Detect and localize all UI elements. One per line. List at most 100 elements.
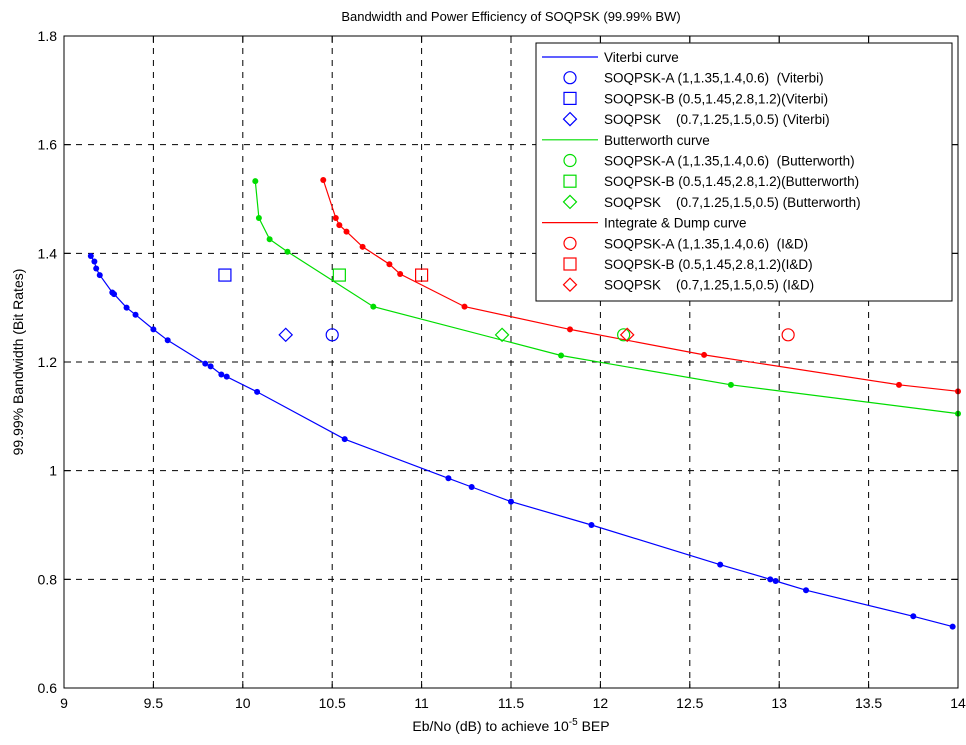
y-tick-label: 1.6 — [38, 137, 58, 153]
legend-box — [535, 42, 953, 302]
legend-entry: SOQPSK-A (1,1.35,1.4,0.6) (Butterworth) — [604, 154, 855, 169]
x-tick-label: 12.5 — [676, 695, 703, 711]
plot-frame — [63, 35, 959, 689]
viterbi-point — [164, 337, 171, 344]
circle-marker — [325, 328, 339, 342]
x-tick-label: 13.5 — [855, 695, 882, 711]
viterbi-point — [767, 576, 774, 583]
legend-entry: SOQPSK (0.7,1.25,1.5,0.5) (I&D) — [604, 278, 814, 293]
diamond-marker — [494, 327, 510, 343]
viterbi-point — [111, 291, 118, 298]
viterbi-point — [93, 265, 100, 272]
viterbi-point — [588, 522, 595, 528]
integrate-dump-point — [701, 351, 708, 358]
integrate-dump-point — [359, 243, 366, 250]
y-tick-label: 0.8 — [38, 571, 58, 587]
integrate-dump-point — [895, 381, 902, 388]
butterworth-point — [284, 248, 291, 255]
x-tick-label: 11 — [414, 695, 429, 711]
x-tick-label: 13 — [771, 695, 787, 711]
x-tick-label: 9 — [60, 695, 68, 711]
legend-diamond-swatch — [562, 194, 578, 210]
viterbi-point — [132, 311, 139, 318]
butterworth-point — [266, 236, 273, 243]
x-tick-label: 14 — [950, 695, 966, 711]
legend-square-swatch — [563, 91, 577, 106]
y-tick-labels: 0.6 0.8 1 1.2 1.4 1.6 1.8 — [38, 28, 58, 696]
circle-marker — [617, 328, 631, 342]
legend-circle-swatch — [563, 71, 577, 85]
viterbi-point — [717, 561, 724, 568]
integrate-dump-point — [397, 270, 404, 277]
viterbi-point — [508, 498, 514, 505]
y-tick-label: 0.6 — [38, 680, 58, 696]
legend-entry: SOQPSK-B (0.5,1.45,2.8,1.2)(Butterworth) — [604, 174, 859, 189]
legend-entry: SOQPSK-B (0.5,1.45,2.8,1.2)(I&D) — [604, 257, 813, 272]
legend-entry: Integrate & Dump curve — [604, 216, 747, 231]
y-tick-label: 1.2 — [38, 354, 58, 370]
integrate-dump-point — [343, 228, 350, 235]
legend-entry: SOQPSK-A (1,1.35,1.4,0.6) (Viterbi) — [604, 71, 824, 86]
x-axis-label-main: Eb/No (dB) to achieve 10 — [412, 718, 569, 734]
viterbi-point — [445, 475, 452, 482]
y-tick-label: 1 — [49, 463, 57, 479]
viterbi-point — [91, 258, 98, 265]
x-tick-label: 10 — [235, 695, 251, 711]
viterbi-point — [123, 304, 130, 311]
axis-ticks — [63, 35, 959, 689]
legend-square-swatch — [563, 174, 577, 188]
x-tick-label: 11.5 — [498, 695, 524, 711]
y-tick-label: 1.4 — [38, 245, 58, 261]
x-tick-label: 9.5 — [144, 695, 164, 711]
viterbi-point — [254, 388, 261, 395]
viterbi-point — [150, 326, 157, 333]
integrate-dump-point — [461, 303, 468, 310]
square-marker — [415, 268, 429, 282]
viterbi-point — [910, 613, 917, 620]
butterworth-point — [255, 215, 262, 222]
legend-entry: SOQPSK-B (0.5,1.45,2.8,1.2)(Viterbi) — [604, 91, 828, 106]
series-points — [87, 176, 961, 630]
butterworth-point — [252, 178, 259, 185]
viterbi-point — [207, 363, 214, 370]
butterworth-point — [558, 352, 565, 359]
viterbi-point — [803, 587, 810, 594]
viterbi-point — [949, 623, 956, 630]
viterbi-point — [202, 360, 209, 367]
circle-marker — [781, 328, 795, 342]
legend-entry: Viterbi curve — [604, 50, 679, 65]
legend-circle-swatch — [563, 236, 577, 250]
y-axis-label: 99.99% Bandwidth (Bit Rates) — [10, 269, 26, 456]
legend-square-swatch — [563, 257, 577, 271]
integrate-dump-point — [320, 176, 327, 183]
viterbi-point — [772, 577, 779, 584]
viterbi-point — [218, 371, 225, 378]
viterbi-point — [87, 253, 94, 260]
integrate-dump-point — [336, 222, 343, 229]
viterbi-point — [468, 483, 475, 490]
legend-circle-swatch — [563, 153, 577, 168]
diamond-marker — [619, 327, 635, 343]
x-tick-label: 12 — [593, 695, 609, 711]
viterbi-point — [341, 436, 348, 443]
x-tick-label: 10.5 — [319, 695, 346, 711]
legend-entry: Butterworth curve — [604, 133, 710, 148]
integrate-dump-point — [386, 261, 393, 268]
x-axis-label-tail: BEP — [578, 718, 610, 734]
viterbi-point — [223, 373, 230, 380]
legend-entry: SOQPSK (0.7,1.25,1.5,0.5) (Viterbi) — [604, 112, 830, 127]
butterworth-point — [370, 303, 377, 310]
integrate-dump-point — [332, 215, 339, 222]
butterworth-point — [727, 381, 734, 388]
y-tick-label: 1.8 — [38, 28, 58, 44]
butterworth-curve — [254, 181, 959, 415]
comparison-markers — [218, 268, 795, 343]
x-axis-label: Eb/No (dB) to achieve 10-5 BEP — [412, 717, 609, 734]
legend-entry: SOQPSK-A (1,1.35,1.4,0.6) (I&D) — [604, 236, 808, 251]
legend: Viterbi curve SOQPSK-A (1,1.35,1.4,0.6) (… — [535, 42, 953, 302]
integrate-dump-point — [567, 326, 574, 333]
legend-diamond-swatch — [562, 111, 578, 127]
chart-title: Bandwidth and Power Efficiency of SOQPSK… — [341, 9, 680, 24]
x-tick-labels: 9 9.5 10 10.5 11 11.5 12 12.5 13 13.5 14 — [60, 695, 966, 711]
